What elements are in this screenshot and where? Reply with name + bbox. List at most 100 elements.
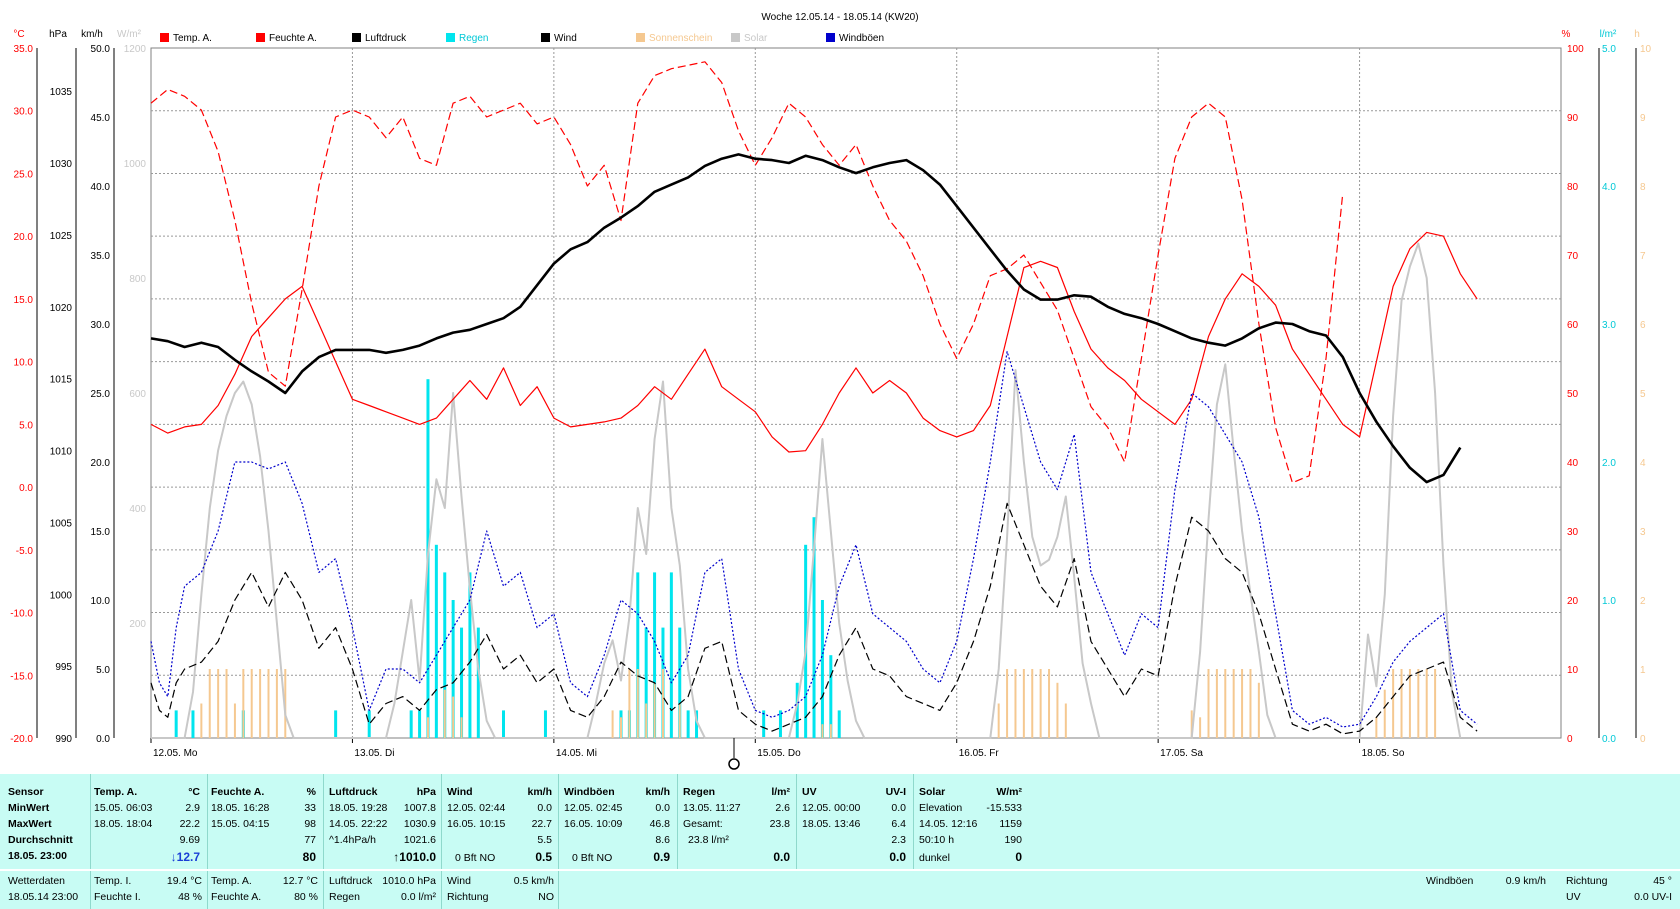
- temp-avg: 9.69: [179, 834, 200, 846]
- footer-temp-out-label: Temp. A.: [211, 875, 252, 887]
- sunshine-bar: [259, 669, 262, 738]
- uv-now: 0.0: [889, 850, 906, 864]
- sunshine-bar: [284, 669, 287, 738]
- gust-min-time: 12.05. 02:45: [564, 802, 623, 814]
- temp-now: ↓12.7: [170, 850, 200, 864]
- footer-direction: NO: [538, 891, 554, 903]
- rain-bar: [543, 710, 547, 738]
- gust-avg: 8.6: [655, 834, 670, 846]
- stats-press-header: Luftdruck: [329, 786, 378, 798]
- footer-gust: 0.9 km/h: [1505, 875, 1546, 887]
- rain-bar: [468, 572, 472, 738]
- rain-bar: [686, 710, 690, 738]
- solar-avg: 190: [1004, 834, 1022, 846]
- solar-line: [151, 242, 1462, 739]
- axis-unit-label: km/h: [81, 29, 103, 40]
- stats-wind-header: Wind: [447, 786, 473, 798]
- x-tick-label: 15.05. Do: [757, 748, 801, 759]
- x-tick-label: 18.05. So: [1362, 748, 1405, 759]
- rain-tick-label: 4.0: [1602, 182, 1616, 193]
- rain-total-label: Gesamt:: [683, 818, 723, 830]
- sunshine-bar: [1224, 669, 1227, 738]
- stats-sensor-header: Sensor: [8, 786, 44, 798]
- sunshine-bar: [1392, 669, 1395, 738]
- x-tick-label: 14.05. Mi: [556, 748, 597, 759]
- stats-gust-unit: km/h: [645, 786, 670, 798]
- humidity-tick-label: 90: [1567, 113, 1579, 124]
- legend-swatch: [446, 33, 455, 42]
- rain-tick-label: 2.0: [1602, 458, 1616, 469]
- rain-bar: [334, 710, 338, 738]
- legend-swatch: [160, 33, 169, 42]
- press-min: 1007.8: [403, 802, 436, 814]
- sunshine-tick-label: 9: [1640, 113, 1646, 124]
- sunshine-bar: [250, 669, 253, 738]
- legend-swatch: [352, 33, 361, 42]
- rain-bar: [418, 710, 422, 738]
- sunshine-tick-label: 1: [1640, 665, 1646, 676]
- sunshine-tick-label: 0: [1640, 734, 1646, 745]
- rain-bar: [409, 710, 413, 738]
- rain-total: 23.8: [769, 818, 790, 830]
- footer-pressure: 1010.0 hPa: [382, 875, 436, 887]
- footer-temp-in: 19.4 °C: [166, 875, 202, 887]
- wind-tick-label: 35.0: [91, 251, 111, 262]
- temp-tick-label: 10.0: [14, 358, 34, 369]
- wind-tick-label: 20.0: [91, 458, 111, 469]
- x-tick-label: 17.05. Sa: [1160, 748, 1203, 759]
- solar-tick-label: 1000: [124, 159, 147, 170]
- rain-total-sum: 23.8 l/m²: [688, 834, 729, 846]
- stats-temp-header: Temp. A.: [94, 786, 138, 798]
- rain-bar: [644, 627, 648, 738]
- temp-tick-label: -20.0: [10, 734, 33, 745]
- rain-bar: [695, 710, 699, 738]
- gust-line: [150, 351, 1478, 728]
- stats-solar-unit: W/m²: [996, 786, 1022, 798]
- sunshine-bar: [620, 717, 622, 738]
- row-now-label: 18.05. 23:00: [8, 850, 67, 862]
- sunshine-tick-label: 2: [1640, 596, 1646, 607]
- humidity-tick-label: 70: [1567, 251, 1579, 262]
- temp-min: 2.9: [185, 802, 200, 814]
- sunshine-bar: [1249, 669, 1252, 738]
- rain-bar: [795, 682, 799, 738]
- solar-tick-label: 800: [129, 274, 146, 285]
- humidity-tick-label: 0: [1567, 734, 1573, 745]
- sunshine-bar: [1064, 703, 1067, 738]
- uv-min-time: 12.05. 00:00: [802, 802, 861, 814]
- temp-tick-label: -15.0: [10, 671, 33, 682]
- sunshine-tick-label: 5: [1640, 389, 1646, 400]
- wind-now: 0.5: [535, 850, 552, 864]
- humidity-line: [150, 61, 1344, 484]
- rain-bar: [820, 600, 824, 738]
- hum-max: 98: [304, 818, 316, 830]
- legend-label: Solar: [744, 33, 768, 44]
- stats-panel: Sensor Temp. A. °C Feuchte A. % Luftdruc…: [0, 774, 1680, 869]
- sunshine-tick-label: 7: [1640, 251, 1646, 262]
- temp-max: 22.2: [179, 818, 200, 830]
- wind-tick-label: 0.0: [96, 734, 110, 745]
- press-min-time: 18.05. 19:28: [329, 802, 388, 814]
- rain-bar: [174, 710, 178, 738]
- wind-line: [150, 502, 1478, 735]
- humidity-tick-label: 20: [1567, 596, 1579, 607]
- wind-min: 0.0: [537, 802, 552, 814]
- sunshine-bar: [678, 703, 681, 738]
- rain-bar: [460, 627, 464, 738]
- sunshine-bar: [217, 669, 220, 738]
- wind-max: 22.7: [531, 818, 552, 830]
- wind-tick-label: 40.0: [91, 182, 111, 193]
- pressure-tick-label: 1000: [50, 590, 73, 601]
- rain-tick-label: 1.0: [1602, 596, 1616, 607]
- sunshine-bar: [1400, 669, 1403, 738]
- humidity-tick-label: 80: [1567, 182, 1579, 193]
- gust-now-dir: 0 Bft NO: [572, 852, 613, 864]
- temp-max-time: 18.05. 18:04: [94, 818, 153, 830]
- sunshine-bar: [997, 703, 1000, 738]
- footer-rain-label: Regen: [329, 891, 360, 903]
- stats-press-unit: hPa: [416, 786, 436, 798]
- wind-tick-label: 10.0: [91, 596, 111, 607]
- stats-hum-header: Feuchte A.: [211, 786, 265, 798]
- pressure-tick-label: 1025: [50, 231, 73, 242]
- press-avg: 1021.6: [403, 834, 436, 846]
